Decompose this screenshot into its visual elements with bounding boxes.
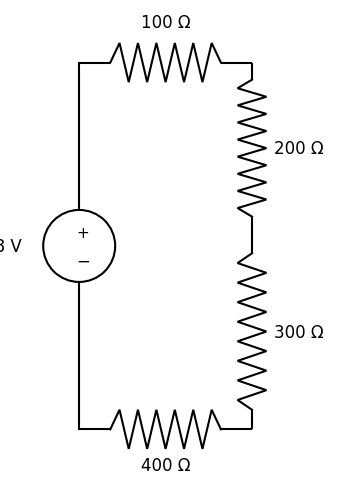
Text: 28 V: 28 V — [0, 238, 22, 255]
Text: 400 Ω: 400 Ω — [141, 456, 190, 474]
Text: 100 Ω: 100 Ω — [141, 14, 190, 32]
Text: 200 Ω: 200 Ω — [274, 140, 323, 158]
Text: −: − — [76, 252, 90, 270]
Text: +: + — [76, 225, 89, 240]
Text: 300 Ω: 300 Ω — [274, 323, 323, 341]
